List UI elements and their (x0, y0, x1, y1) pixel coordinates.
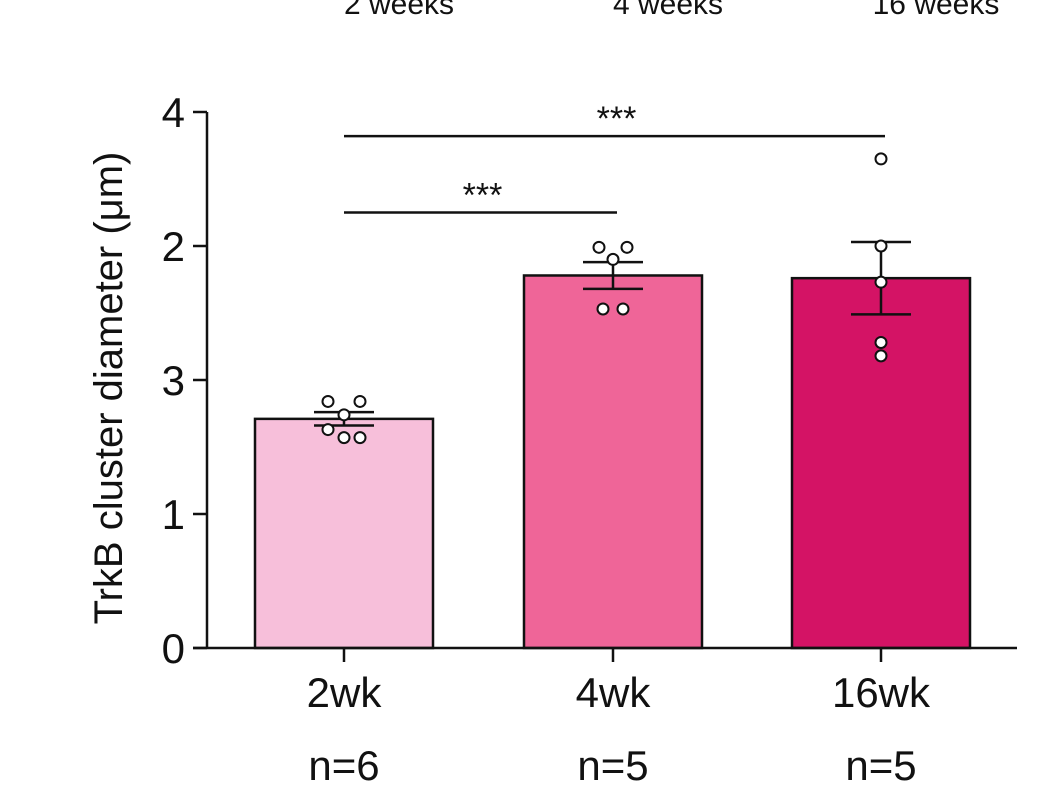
bar (253, 417, 435, 650)
bars (253, 274, 972, 650)
significance-brackets: *** *** (344, 100, 885, 215)
x-tick-label: 16wk (832, 669, 931, 716)
y-axis-label: TrkB cluster diameter (μm) (87, 152, 131, 625)
bar (790, 276, 972, 650)
data-point (596, 302, 610, 316)
data-point (337, 408, 351, 422)
data-point (874, 152, 888, 166)
data-point (353, 431, 367, 445)
data-points (321, 152, 888, 445)
data-point (606, 252, 620, 266)
bar (522, 274, 704, 650)
data-point (874, 349, 888, 363)
data-point (592, 240, 606, 254)
data-point (874, 275, 888, 289)
y-tick-label: 0 (162, 625, 185, 672)
significance-label: *** (597, 100, 637, 138)
y-tick-label: 1 (162, 491, 185, 538)
sample-size-label: n=5 (845, 742, 916, 789)
timepoint-header: 2 weeks 4 weeks 16 weeks (344, 0, 999, 21)
data-point (353, 394, 367, 408)
data-point (321, 423, 335, 437)
timepoint-label: 2 weeks (344, 0, 454, 21)
significance-label: *** (463, 177, 503, 215)
sample-size-label: n=5 (577, 742, 648, 789)
data-point (616, 302, 630, 316)
x-tick-label: 2wk (307, 669, 383, 716)
y-tick-label: 3 (162, 357, 185, 404)
data-point (321, 394, 335, 408)
timepoint-label: 16 weeks (873, 0, 1000, 21)
data-point (620, 240, 634, 254)
y-tick-label: 4 (162, 89, 185, 136)
data-point (874, 239, 888, 253)
x-tick-label: 4wk (576, 669, 652, 716)
data-point (874, 335, 888, 349)
timepoint-label: 4 weeks (613, 0, 723, 21)
y-tick-label: 2 (162, 223, 185, 270)
axes: 0 1 3 2 4 2wk n=6 4wk n=5 16wk n=5 (162, 89, 1017, 789)
data-point (337, 431, 351, 445)
sample-size-label: n=6 (308, 742, 379, 789)
